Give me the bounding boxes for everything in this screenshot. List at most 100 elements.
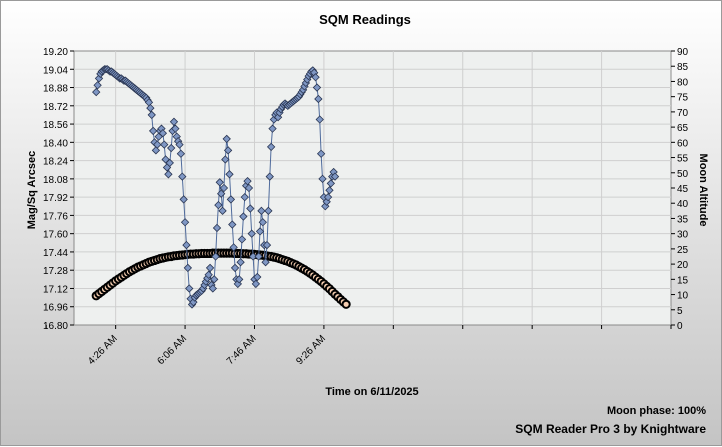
sqm-point (165, 158, 174, 168)
sqm-point (176, 149, 186, 158)
sqm-point (212, 223, 222, 233)
y2-tick-label: 10 (677, 291, 689, 302)
sqm-point (236, 258, 245, 267)
sqm-point (183, 263, 193, 273)
sqm-point (223, 146, 233, 155)
sqm-point (325, 186, 334, 195)
sqm-point (235, 275, 244, 284)
y-tick-label: 19.20 (43, 47, 68, 58)
y-tick-label: 16.96 (43, 303, 68, 314)
sqm-point (240, 192, 249, 202)
brand-label: SQM Reader Pro 3 by Knightware (515, 422, 706, 436)
sqm-point (323, 192, 333, 202)
y2-tick-label: 80 (677, 77, 689, 88)
sqm-point (158, 129, 168, 138)
sqm-point (214, 200, 223, 210)
sqm-point (244, 183, 254, 193)
y2-axis-label: Moon Altitude (697, 154, 709, 227)
y-tick-label: 17.28 (43, 266, 68, 277)
sqm-point (233, 279, 242, 289)
y-tick-label: 18.56 (43, 120, 68, 131)
sqm-point (215, 178, 224, 187)
y2-tick-label: 20 (677, 260, 689, 271)
x-tick-label: 4:26 AM (86, 333, 120, 367)
y2-tick-label: 50 (677, 169, 689, 180)
y2-tick-label: 65 (677, 123, 689, 134)
y2-tick-label: 85 (677, 62, 689, 73)
moon-altitude-series (91, 248, 351, 309)
x-axis-ticks: 4:26 AM 6:06 AM 7:46 AM 9:26 AM (45, 325, 672, 367)
y-tick-label: 18.88 (43, 84, 68, 95)
sqm-point (178, 172, 187, 181)
x-tick-label: 7:46 AM (225, 333, 259, 367)
y2-tick-label: 15 (677, 275, 689, 286)
y2-tick-label: 5 (677, 306, 683, 317)
sqm-point (225, 170, 234, 179)
sqm-point (205, 263, 215, 273)
x-axis-label: Time on 6/11/2025 (325, 386, 418, 398)
sqm-point (316, 149, 326, 158)
y2-tick-label: 70 (677, 108, 689, 119)
sqm-point (147, 110, 156, 120)
sqm-point (151, 146, 161, 155)
y-tick-label: 18.08 (43, 175, 68, 186)
sqm-point (251, 279, 261, 289)
sqm-point (315, 115, 324, 124)
sqm-point (237, 235, 247, 244)
sqm-point (182, 240, 191, 250)
sqm-point (169, 117, 179, 126)
y2-tick-label: 25 (677, 245, 689, 256)
y-tick-label: 17.60 (43, 230, 68, 241)
sqm-point (221, 155, 230, 164)
sqm-point (208, 284, 218, 293)
y2-tick-label: 60 (677, 138, 689, 149)
sqm-point (185, 284, 194, 293)
moon-phase-label: Moon phase: 100% (607, 405, 706, 417)
plot-area (73, 50, 672, 326)
sqm-point (312, 83, 322, 92)
sqm-point (318, 174, 327, 184)
sqm-point (148, 126, 158, 136)
y-axis-label: Mag/Sq Arcsec (26, 151, 38, 229)
y2-tick-label: 55 (677, 154, 689, 165)
sqm-series (92, 65, 340, 309)
sqm-point (160, 140, 169, 149)
sqm-point (179, 195, 188, 204)
right-axis-ticks: 0 5 10 15 20 25 30 35 40 45 50 55 60 65 70 75 80 85 90 (671, 47, 689, 332)
y-tick-label: 17.92 (43, 193, 68, 204)
sqm-point (326, 179, 336, 188)
y2-tick-label: 90 (677, 47, 689, 58)
sqm-point (311, 73, 320, 82)
sqm-point (261, 258, 270, 267)
sqm-point (175, 140, 184, 149)
sqm-point (262, 240, 272, 250)
sqm-point (222, 134, 231, 144)
sqm-point (239, 212, 248, 221)
sqm-point (219, 183, 229, 193)
sqm-point (266, 142, 276, 152)
y2-tick-label: 30 (677, 230, 689, 241)
sqm-point (211, 252, 220, 261)
sqm-point (226, 195, 236, 204)
sqm-point (254, 252, 263, 261)
y-tick-label: 18.40 (43, 138, 68, 149)
sqm-point (146, 103, 155, 113)
sqm-point (314, 94, 323, 104)
y-tick-label: 17.12 (43, 284, 68, 295)
y-tick-label: 17.44 (43, 248, 68, 259)
sqm-point (264, 206, 273, 215)
sqm-point (248, 252, 258, 261)
y2-tick-label: 0 (677, 321, 683, 332)
y-tick-label: 19.04 (43, 65, 68, 76)
sqm-point (247, 229, 256, 238)
sqm-point (92, 87, 101, 97)
y2-tick-label: 45 (677, 184, 689, 195)
sqm-point (164, 170, 173, 179)
sqm-point (230, 263, 240, 273)
sqm-point (255, 227, 265, 236)
y-tick-label: 18.24 (43, 157, 68, 168)
y2-tick-label: 40 (677, 199, 689, 210)
chart-title: SQM Readings (319, 12, 411, 27)
